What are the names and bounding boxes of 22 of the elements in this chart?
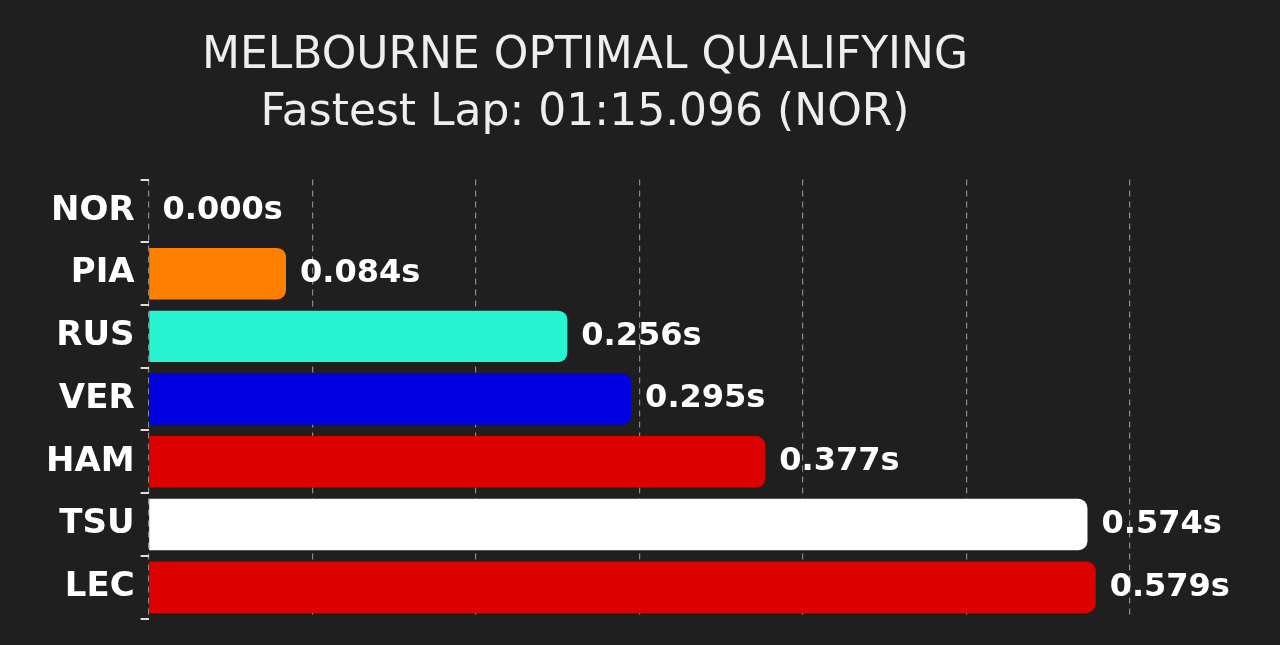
bar <box>149 247 286 300</box>
bar <box>149 498 1088 551</box>
data-label: 0.000s <box>162 189 283 228</box>
y-tick-label: LEC <box>64 564 135 605</box>
bar <box>149 436 766 488</box>
data-label: 0.084s <box>300 251 421 290</box>
chart-subtitle: Fastest Lap: 01:15.096 (NOR) <box>260 83 910 135</box>
y-tick-label: RUS <box>56 313 135 354</box>
y-tick-label: TSU <box>59 501 135 542</box>
data-label: 0.574s <box>1101 502 1222 541</box>
y-tick-label: HAM <box>45 438 135 479</box>
bar <box>149 310 568 363</box>
y-tick-label: VER <box>58 375 135 416</box>
chart-title: MELBOURNE OPTIMAL QUALIFYING <box>202 26 968 78</box>
y-tick-label: NOR <box>51 187 135 228</box>
data-label: 0.377s <box>779 440 900 479</box>
y-tick-label: PIA <box>70 250 136 291</box>
bar <box>149 373 632 425</box>
data-label: 0.295s <box>645 377 766 416</box>
data-label: 0.579s <box>1109 565 1230 604</box>
data-label: 0.256s <box>581 314 702 353</box>
bar <box>149 561 1096 613</box>
